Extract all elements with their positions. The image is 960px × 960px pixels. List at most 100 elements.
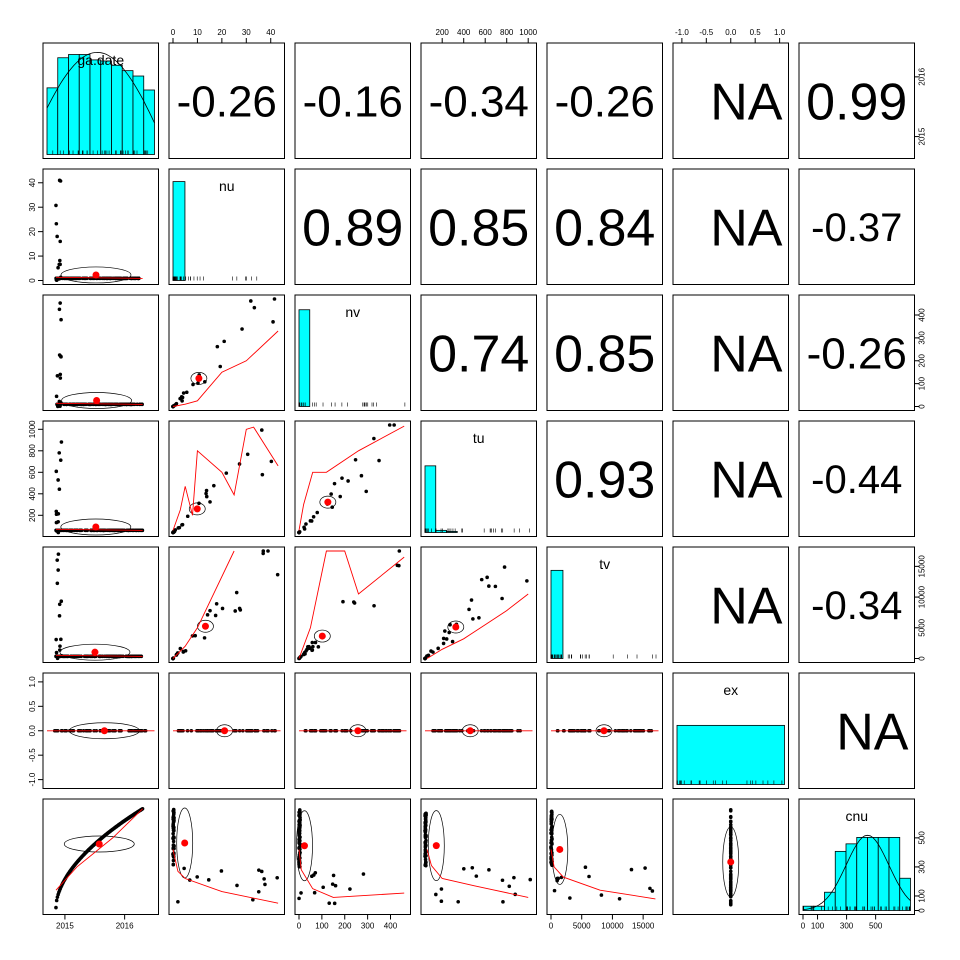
axis-tick-label-bottom-nv: 400 xyxy=(384,922,398,931)
panel-nv-ga.date xyxy=(42,294,159,411)
data-point xyxy=(180,522,185,527)
data-point xyxy=(333,883,338,888)
axis-tick-label-left-nu: 10 xyxy=(28,251,37,260)
loess-line xyxy=(55,528,143,531)
data-point xyxy=(260,472,265,477)
panel-nu-ex xyxy=(672,168,789,285)
data-point xyxy=(304,649,308,653)
data-point xyxy=(214,601,219,606)
data-point xyxy=(54,278,59,283)
variable-name-cnu: cnu xyxy=(845,808,868,824)
correlation-nu-tv: 0.84 xyxy=(554,199,655,257)
data-point xyxy=(315,510,320,515)
data-point xyxy=(261,549,266,553)
loess-line xyxy=(298,849,405,898)
scatter-tu-vs-ga.date xyxy=(54,440,145,536)
scatter-tv-vs-ga.date xyxy=(54,552,144,661)
correlation-tv-ex: NA xyxy=(710,577,783,635)
axis-tick-label-left-nu: 20 xyxy=(28,227,37,236)
data-point xyxy=(171,808,176,812)
data-point xyxy=(423,840,428,845)
data-point xyxy=(206,878,211,882)
data-point xyxy=(257,868,261,872)
data-point xyxy=(178,646,183,651)
data-point xyxy=(310,648,315,652)
data-point xyxy=(259,869,264,874)
data-point xyxy=(728,892,733,897)
panel-nv-tu xyxy=(420,294,537,411)
data-point xyxy=(55,656,60,661)
axis-tick-label-right-nv: 100 xyxy=(918,376,927,390)
mean-point xyxy=(201,622,209,630)
data-point xyxy=(549,838,554,842)
mean-point xyxy=(324,498,332,506)
panel-cnu-cnu xyxy=(798,798,915,915)
data-point xyxy=(54,221,59,226)
axis-tick-label-top-ex: 1.0 xyxy=(774,28,786,37)
data-point xyxy=(58,239,63,244)
data-point xyxy=(59,440,64,444)
data-point xyxy=(308,519,313,523)
loess-line xyxy=(426,593,529,659)
data-point xyxy=(212,483,216,488)
data-point xyxy=(298,861,302,866)
data-point xyxy=(204,491,208,496)
correlation-nv-tv: 0.85 xyxy=(554,325,655,383)
data-point xyxy=(263,882,267,887)
axis-tick-label-bottom-cnu: 100 xyxy=(811,922,825,931)
loess-line xyxy=(550,849,656,900)
data-point xyxy=(171,858,176,863)
data-point xyxy=(439,887,444,891)
data-point xyxy=(98,276,102,281)
scatter-ex-vs-tu xyxy=(425,724,533,738)
data-point xyxy=(176,526,181,530)
data-point xyxy=(448,622,452,627)
data-point xyxy=(479,577,484,582)
data-point xyxy=(85,654,90,659)
data-point xyxy=(372,603,376,608)
scatter-nu-vs-ga.date xyxy=(54,178,143,284)
correlation-ellipse xyxy=(188,502,206,516)
axis-tick-label-bottom-nv: 100 xyxy=(315,922,329,931)
correlation-ellipse xyxy=(63,835,135,853)
axis-tick-label-right-cnu: 100 xyxy=(918,889,927,903)
loess-line xyxy=(426,849,529,898)
mean-point xyxy=(318,632,326,640)
axis-tick-label-right-nv: 200 xyxy=(918,354,927,368)
panel-nu-ga.date xyxy=(42,168,159,285)
data-point xyxy=(387,423,392,427)
axis-tick-label-left-ex: 0.5 xyxy=(28,700,37,712)
mean-point xyxy=(92,271,100,279)
panel-nu-cnu xyxy=(798,168,915,285)
data-point xyxy=(172,825,176,830)
data-point xyxy=(423,853,428,857)
correlation-tu-cnu: -0.44 xyxy=(811,458,902,502)
axis-tick-label-top-tu: 200 xyxy=(436,28,450,37)
data-point xyxy=(444,637,449,641)
density-curve-ga.date xyxy=(46,51,155,124)
data-point xyxy=(443,629,447,633)
data-point xyxy=(487,868,491,872)
data-point xyxy=(332,481,337,486)
data-point xyxy=(171,839,176,844)
scatter-ex-vs-tv xyxy=(551,724,659,738)
axis-tick-label-top-tu: 800 xyxy=(500,28,514,37)
loess-line xyxy=(55,654,143,657)
panel-nu-tv xyxy=(546,168,663,285)
data-point xyxy=(462,867,466,871)
data-point xyxy=(617,897,622,901)
data-point xyxy=(329,492,333,496)
data-point xyxy=(728,854,733,859)
data-point xyxy=(331,873,336,878)
panel-ex-nv xyxy=(294,672,411,789)
panel-nu-tu xyxy=(420,168,537,285)
data-point xyxy=(220,606,225,611)
axis-tick-label-left-tu: 400 xyxy=(28,487,37,501)
data-point xyxy=(58,258,62,263)
data-point xyxy=(728,886,733,891)
mean-point xyxy=(181,839,189,847)
data-point xyxy=(57,262,62,267)
axis-tick-label-top-nu: 40 xyxy=(266,28,275,37)
axis-tick-label-left-tu: 600 xyxy=(28,465,37,479)
